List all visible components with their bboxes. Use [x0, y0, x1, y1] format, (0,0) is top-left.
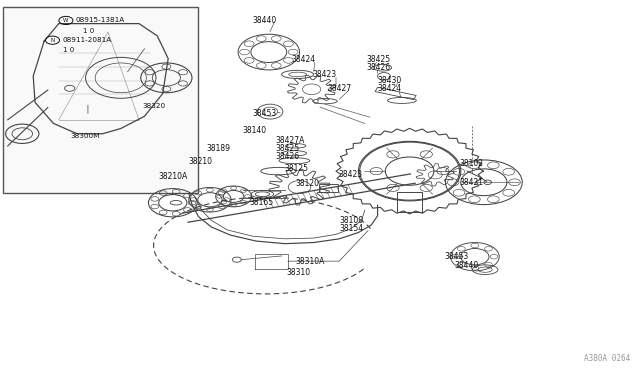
Text: 38453: 38453	[445, 252, 469, 261]
Text: 38102: 38102	[460, 159, 484, 168]
Text: 38140: 38140	[242, 126, 266, 135]
Text: 38427: 38427	[328, 84, 352, 93]
Text: 38425: 38425	[275, 144, 300, 153]
Text: 38430: 38430	[378, 76, 402, 85]
Text: 38125: 38125	[285, 164, 309, 173]
Text: 38189: 38189	[206, 144, 230, 153]
Bar	[375, 87, 416, 100]
Text: 38424: 38424	[291, 55, 316, 64]
Text: 08915-1381A: 08915-1381A	[76, 17, 125, 23]
Text: 38300M: 38300M	[70, 133, 100, 139]
Text: W: W	[63, 18, 68, 23]
Text: N: N	[51, 38, 54, 43]
Text: 38165: 38165	[250, 198, 274, 207]
Text: 38320: 38320	[142, 103, 165, 109]
Bar	[3, 7, 198, 193]
Text: 38421: 38421	[460, 178, 484, 187]
Text: 38423: 38423	[338, 170, 362, 179]
Text: A380A 0264: A380A 0264	[584, 354, 630, 363]
Text: 38425: 38425	[366, 55, 390, 64]
Text: 38210A: 38210A	[159, 172, 188, 181]
Bar	[397, 192, 422, 212]
Text: 38154: 38154	[339, 224, 364, 233]
Text: 38120: 38120	[296, 179, 320, 187]
Text: 38453: 38453	[253, 109, 277, 118]
Text: 38427A: 38427A	[275, 136, 305, 145]
Text: 38440: 38440	[253, 16, 277, 25]
Text: 38210: 38210	[189, 157, 212, 166]
Text: 38440: 38440	[454, 262, 479, 270]
Text: 38424: 38424	[378, 84, 402, 93]
Text: 38310A: 38310A	[296, 257, 325, 266]
Text: 1 0: 1 0	[83, 28, 95, 33]
Text: 08911-2081A: 08911-2081A	[63, 37, 112, 43]
Bar	[319, 184, 338, 192]
Text: 38310: 38310	[287, 268, 311, 277]
Text: 38426: 38426	[275, 153, 300, 161]
Text: 38100: 38100	[339, 216, 364, 225]
Text: 38423: 38423	[312, 70, 337, 79]
Text: 1 0: 1 0	[63, 47, 74, 53]
Text: 38426: 38426	[366, 63, 390, 72]
